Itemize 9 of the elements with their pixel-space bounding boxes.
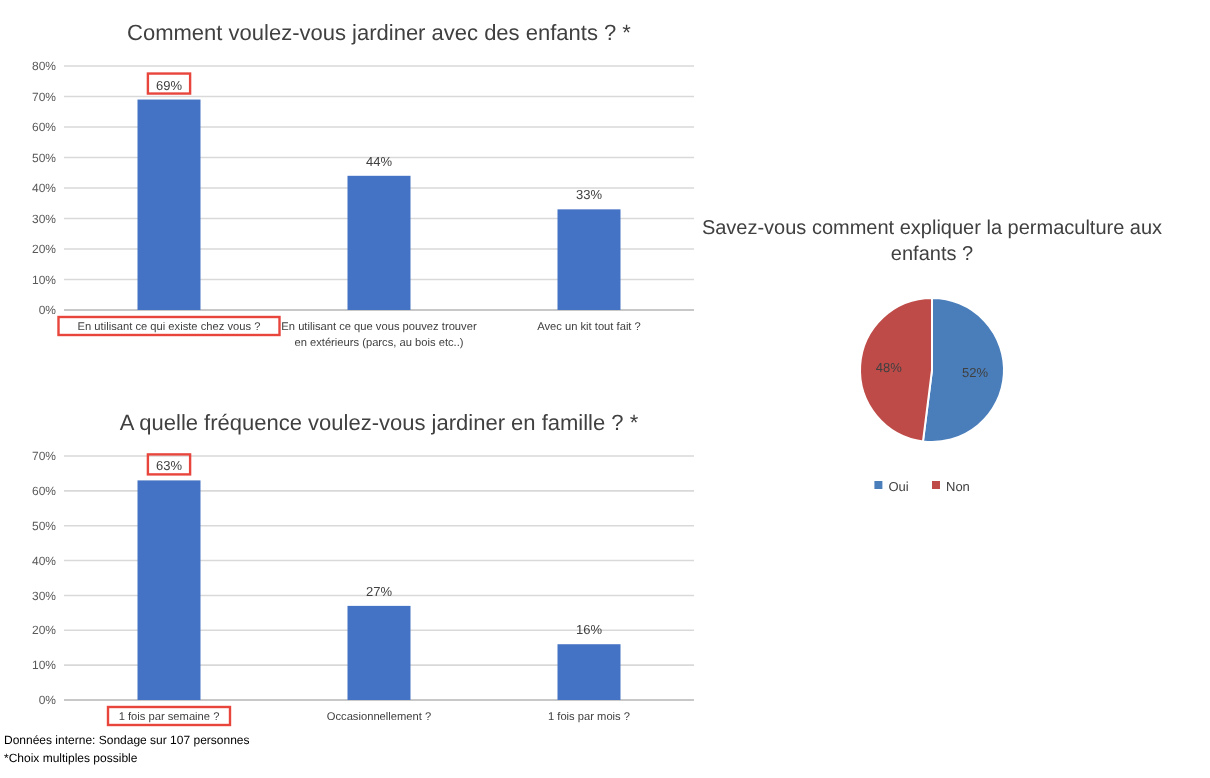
chart-title: Comment voulez-vous jardiner avec des enfants ? * bbox=[127, 22, 633, 46]
bar bbox=[137, 99, 201, 310]
bar bbox=[137, 480, 201, 700]
chart-title: Savez-vous comment expliquer la permaculture aux enfants ? bbox=[701, 218, 1163, 266]
chart-title: A quelle fréquence voulez-vous jardiner en famille ? * bbox=[119, 412, 640, 436]
bar bbox=[557, 644, 621, 700]
bar bbox=[347, 605, 411, 700]
bar bbox=[347, 175, 411, 310]
bar bbox=[557, 209, 621, 310]
